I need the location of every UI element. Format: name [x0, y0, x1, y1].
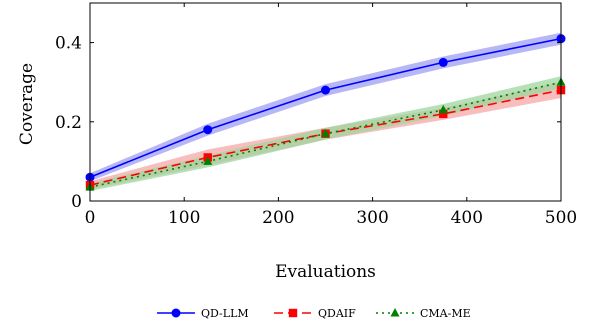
legend-entry-cma-me: CMA-ME	[376, 307, 471, 320]
legend-entry-qd-llm: QD-LLM	[157, 307, 249, 320]
point-cma-me	[203, 156, 213, 165]
point-cma-me	[438, 104, 448, 114]
confidence-bands	[90, 32, 561, 192]
legend-label-qdaif: QDAIF	[318, 307, 356, 320]
axis-ticks	[89, 3, 562, 202]
legend-label-cma-me: CMA-ME	[420, 307, 471, 320]
y-axis-title: Coverage	[17, 63, 37, 145]
y-tick-label: 0.2	[55, 113, 82, 133]
x-tick-label: 200	[262, 208, 294, 228]
legend-marker-cma-me	[390, 308, 400, 317]
y-tick-label: 0	[71, 192, 82, 212]
axis-tick-labels: 0 100 200 300 400 500 0 0.2 0.4	[55, 34, 577, 228]
point-qd-llm	[321, 85, 330, 95]
legend-label-qd-llm: QD-LLM	[201, 307, 249, 320]
x-tick-label: 0	[85, 208, 96, 228]
plot-frame	[89, 2, 562, 202]
legend-marker-qdaif	[288, 308, 298, 318]
legend-entry-qdaif: QDAIF	[274, 307, 356, 320]
legend: QD-LLM QDAIF CMA-ME	[157, 307, 471, 320]
y-tick-label: 0.4	[55, 34, 82, 54]
point-qd-llm	[438, 57, 448, 67]
x-axis-title: Evaluations	[275, 262, 376, 282]
point-qdaif	[439, 109, 448, 119]
point-cma-me	[321, 128, 330, 138]
point-qd-llm	[203, 125, 213, 135]
x-tick-label: 100	[168, 208, 200, 228]
legend-marker-qd-llm	[171, 308, 181, 318]
x-tick-label: 500	[545, 208, 577, 228]
x-tick-label: 300	[356, 208, 388, 228]
x-tick-label: 400	[451, 208, 483, 228]
